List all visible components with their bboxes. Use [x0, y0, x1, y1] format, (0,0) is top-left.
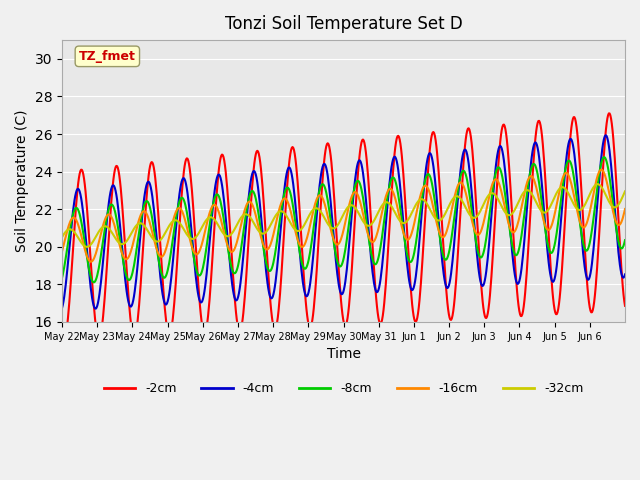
-4cm	[278, 216, 285, 222]
Line: -2cm: -2cm	[62, 113, 625, 341]
-16cm	[228, 249, 236, 255]
-32cm	[125, 235, 132, 240]
-32cm	[403, 219, 410, 225]
Line: -32cm: -32cm	[62, 184, 625, 247]
-2cm	[403, 216, 410, 222]
-2cm	[228, 262, 236, 267]
-8cm	[58, 275, 66, 281]
-2cm	[278, 270, 285, 276]
-2cm	[257, 159, 264, 165]
-32cm	[257, 229, 264, 235]
-8cm	[257, 222, 264, 228]
-4cm	[602, 132, 610, 138]
Line: -4cm: -4cm	[62, 135, 625, 309]
-32cm	[228, 230, 236, 236]
-4cm	[125, 300, 132, 306]
Legend: -2cm, -4cm, -8cm, -16cm, -32cm: -2cm, -4cm, -8cm, -16cm, -32cm	[99, 377, 588, 400]
-4cm	[403, 253, 410, 259]
-32cm	[594, 181, 602, 187]
-16cm	[87, 259, 95, 264]
-8cm	[621, 237, 629, 243]
-16cm	[434, 225, 442, 230]
-2cm	[58, 334, 66, 339]
-8cm	[434, 221, 442, 227]
-4cm	[228, 283, 236, 288]
-2cm	[125, 298, 132, 304]
-4cm	[621, 272, 629, 277]
-16cm	[403, 236, 410, 242]
-32cm	[621, 189, 629, 194]
-4cm	[92, 306, 100, 312]
-2cm	[434, 159, 442, 165]
Title: Tonzi Soil Temperature Set D: Tonzi Soil Temperature Set D	[225, 15, 462, 33]
-16cm	[58, 249, 66, 254]
Line: -16cm: -16cm	[62, 169, 625, 262]
-4cm	[257, 204, 264, 210]
-32cm	[83, 244, 91, 250]
Line: -8cm: -8cm	[62, 157, 625, 282]
-32cm	[278, 208, 285, 214]
-16cm	[125, 254, 132, 260]
-8cm	[228, 267, 236, 273]
-8cm	[90, 279, 97, 285]
-32cm	[58, 234, 66, 240]
Y-axis label: Soil Temperature (C): Soil Temperature (C)	[15, 110, 29, 252]
-8cm	[403, 248, 410, 253]
-16cm	[621, 206, 629, 212]
-8cm	[278, 206, 285, 212]
-4cm	[434, 208, 442, 214]
Text: TZ_fmet: TZ_fmet	[79, 50, 136, 63]
-32cm	[434, 217, 442, 223]
-4cm	[58, 305, 66, 311]
-16cm	[257, 231, 264, 237]
-16cm	[598, 167, 605, 172]
-8cm	[600, 155, 608, 160]
-2cm	[621, 303, 629, 309]
-2cm	[605, 110, 612, 116]
-16cm	[278, 200, 285, 205]
X-axis label: Time: Time	[326, 347, 360, 361]
-8cm	[125, 277, 132, 283]
-2cm	[60, 338, 67, 344]
